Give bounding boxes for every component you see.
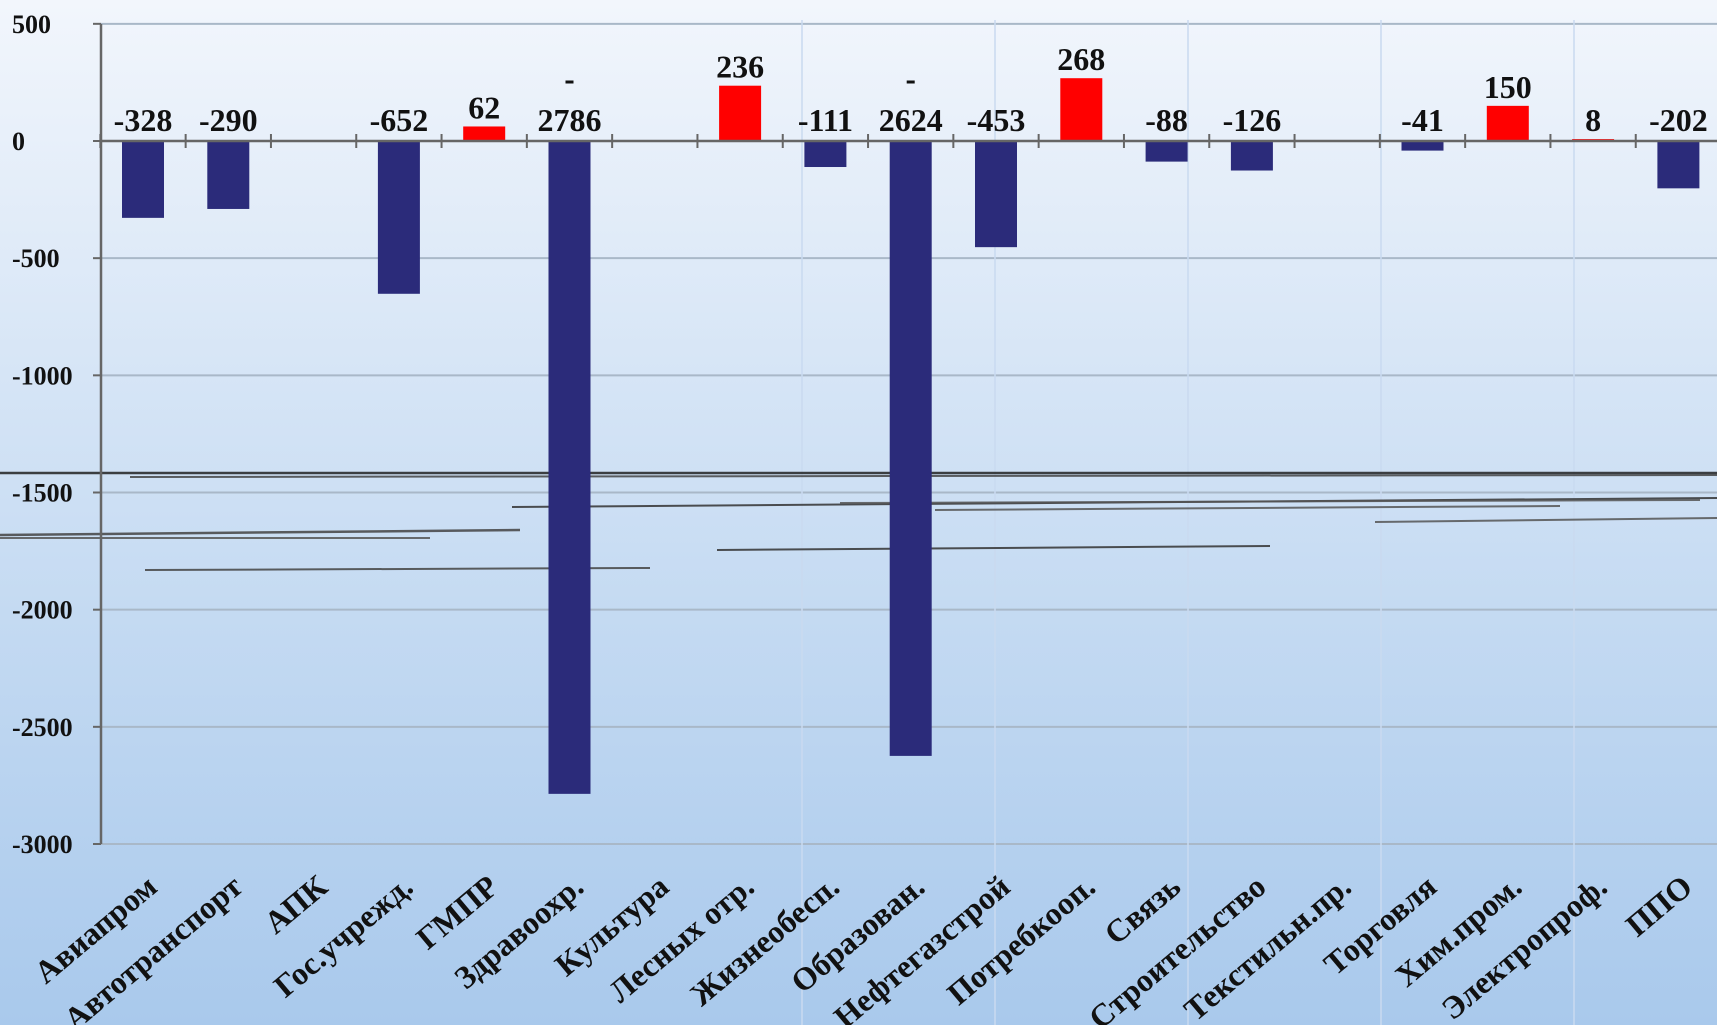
bar-17 bbox=[1486, 105, 1529, 141]
bar-5 bbox=[463, 126, 506, 141]
data-label-16: -41 bbox=[1401, 102, 1444, 138]
bar-8 bbox=[719, 85, 762, 141]
y-tick-label: -500 bbox=[12, 244, 60, 273]
bar-1 bbox=[122, 141, 164, 218]
data-label-17: 150 bbox=[1484, 69, 1532, 105]
y-tick-label: 0 bbox=[12, 127, 25, 156]
bar-13 bbox=[1145, 141, 1188, 162]
scan-line bbox=[0, 528, 521, 537]
bar-2 bbox=[207, 141, 250, 209]
bar-6 bbox=[548, 141, 591, 794]
data-label-9: -111 bbox=[798, 102, 853, 138]
bar-14 bbox=[1230, 141, 1273, 171]
data-label-6: 2786 bbox=[538, 102, 602, 138]
data-label-4: -652 bbox=[370, 102, 429, 138]
data-label-8: 236 bbox=[716, 49, 764, 85]
y-tick-label: -2500 bbox=[12, 713, 73, 742]
y-tick-label: 500 bbox=[12, 10, 51, 39]
bar-19 bbox=[1657, 141, 1700, 189]
bar-11 bbox=[975, 141, 1017, 248]
bar-16 bbox=[1401, 141, 1444, 151]
data-label-5: 62 bbox=[468, 89, 500, 125]
data-label-1: -328 bbox=[114, 102, 173, 138]
axes bbox=[93, 22, 1717, 845]
scan-line bbox=[934, 505, 1561, 511]
data-label-12: 268 bbox=[1057, 41, 1105, 77]
y-tick-label: -2000 bbox=[12, 596, 73, 625]
bar-9 bbox=[804, 141, 847, 168]
data-label-13: -88 bbox=[1145, 102, 1188, 138]
bar-4 bbox=[377, 141, 420, 294]
bar-10 bbox=[889, 141, 932, 756]
category-label-19: ППО bbox=[1619, 868, 1699, 944]
data-label-19: -202 bbox=[1649, 102, 1708, 138]
data-label-10: 2624 bbox=[879, 102, 943, 138]
scan-artifact-lines bbox=[0, 471, 1717, 571]
bars bbox=[122, 78, 1700, 794]
data-label-11: -453 bbox=[967, 102, 1026, 138]
scan-line bbox=[716, 545, 1271, 551]
vertical-grid-lines bbox=[801, 20, 1575, 1025]
data-label-14: -126 bbox=[1223, 102, 1282, 138]
data-label-18: 8 bbox=[1585, 102, 1601, 138]
y-tick-label: -1500 bbox=[12, 479, 73, 508]
data-label-2: -290 bbox=[199, 102, 258, 138]
bar-12 bbox=[1060, 78, 1103, 141]
category-label-12: Потребкооп. bbox=[940, 868, 1102, 1012]
scan-line bbox=[839, 499, 1701, 504]
scan-line bbox=[1374, 517, 1717, 523]
y-tick-label: -3000 bbox=[12, 830, 73, 859]
y-tick-labels: 500 0 -500 -1000 -1500 -2000 -2500 -3000 bbox=[12, 10, 73, 859]
y-tick-label: -1000 bbox=[12, 361, 73, 390]
